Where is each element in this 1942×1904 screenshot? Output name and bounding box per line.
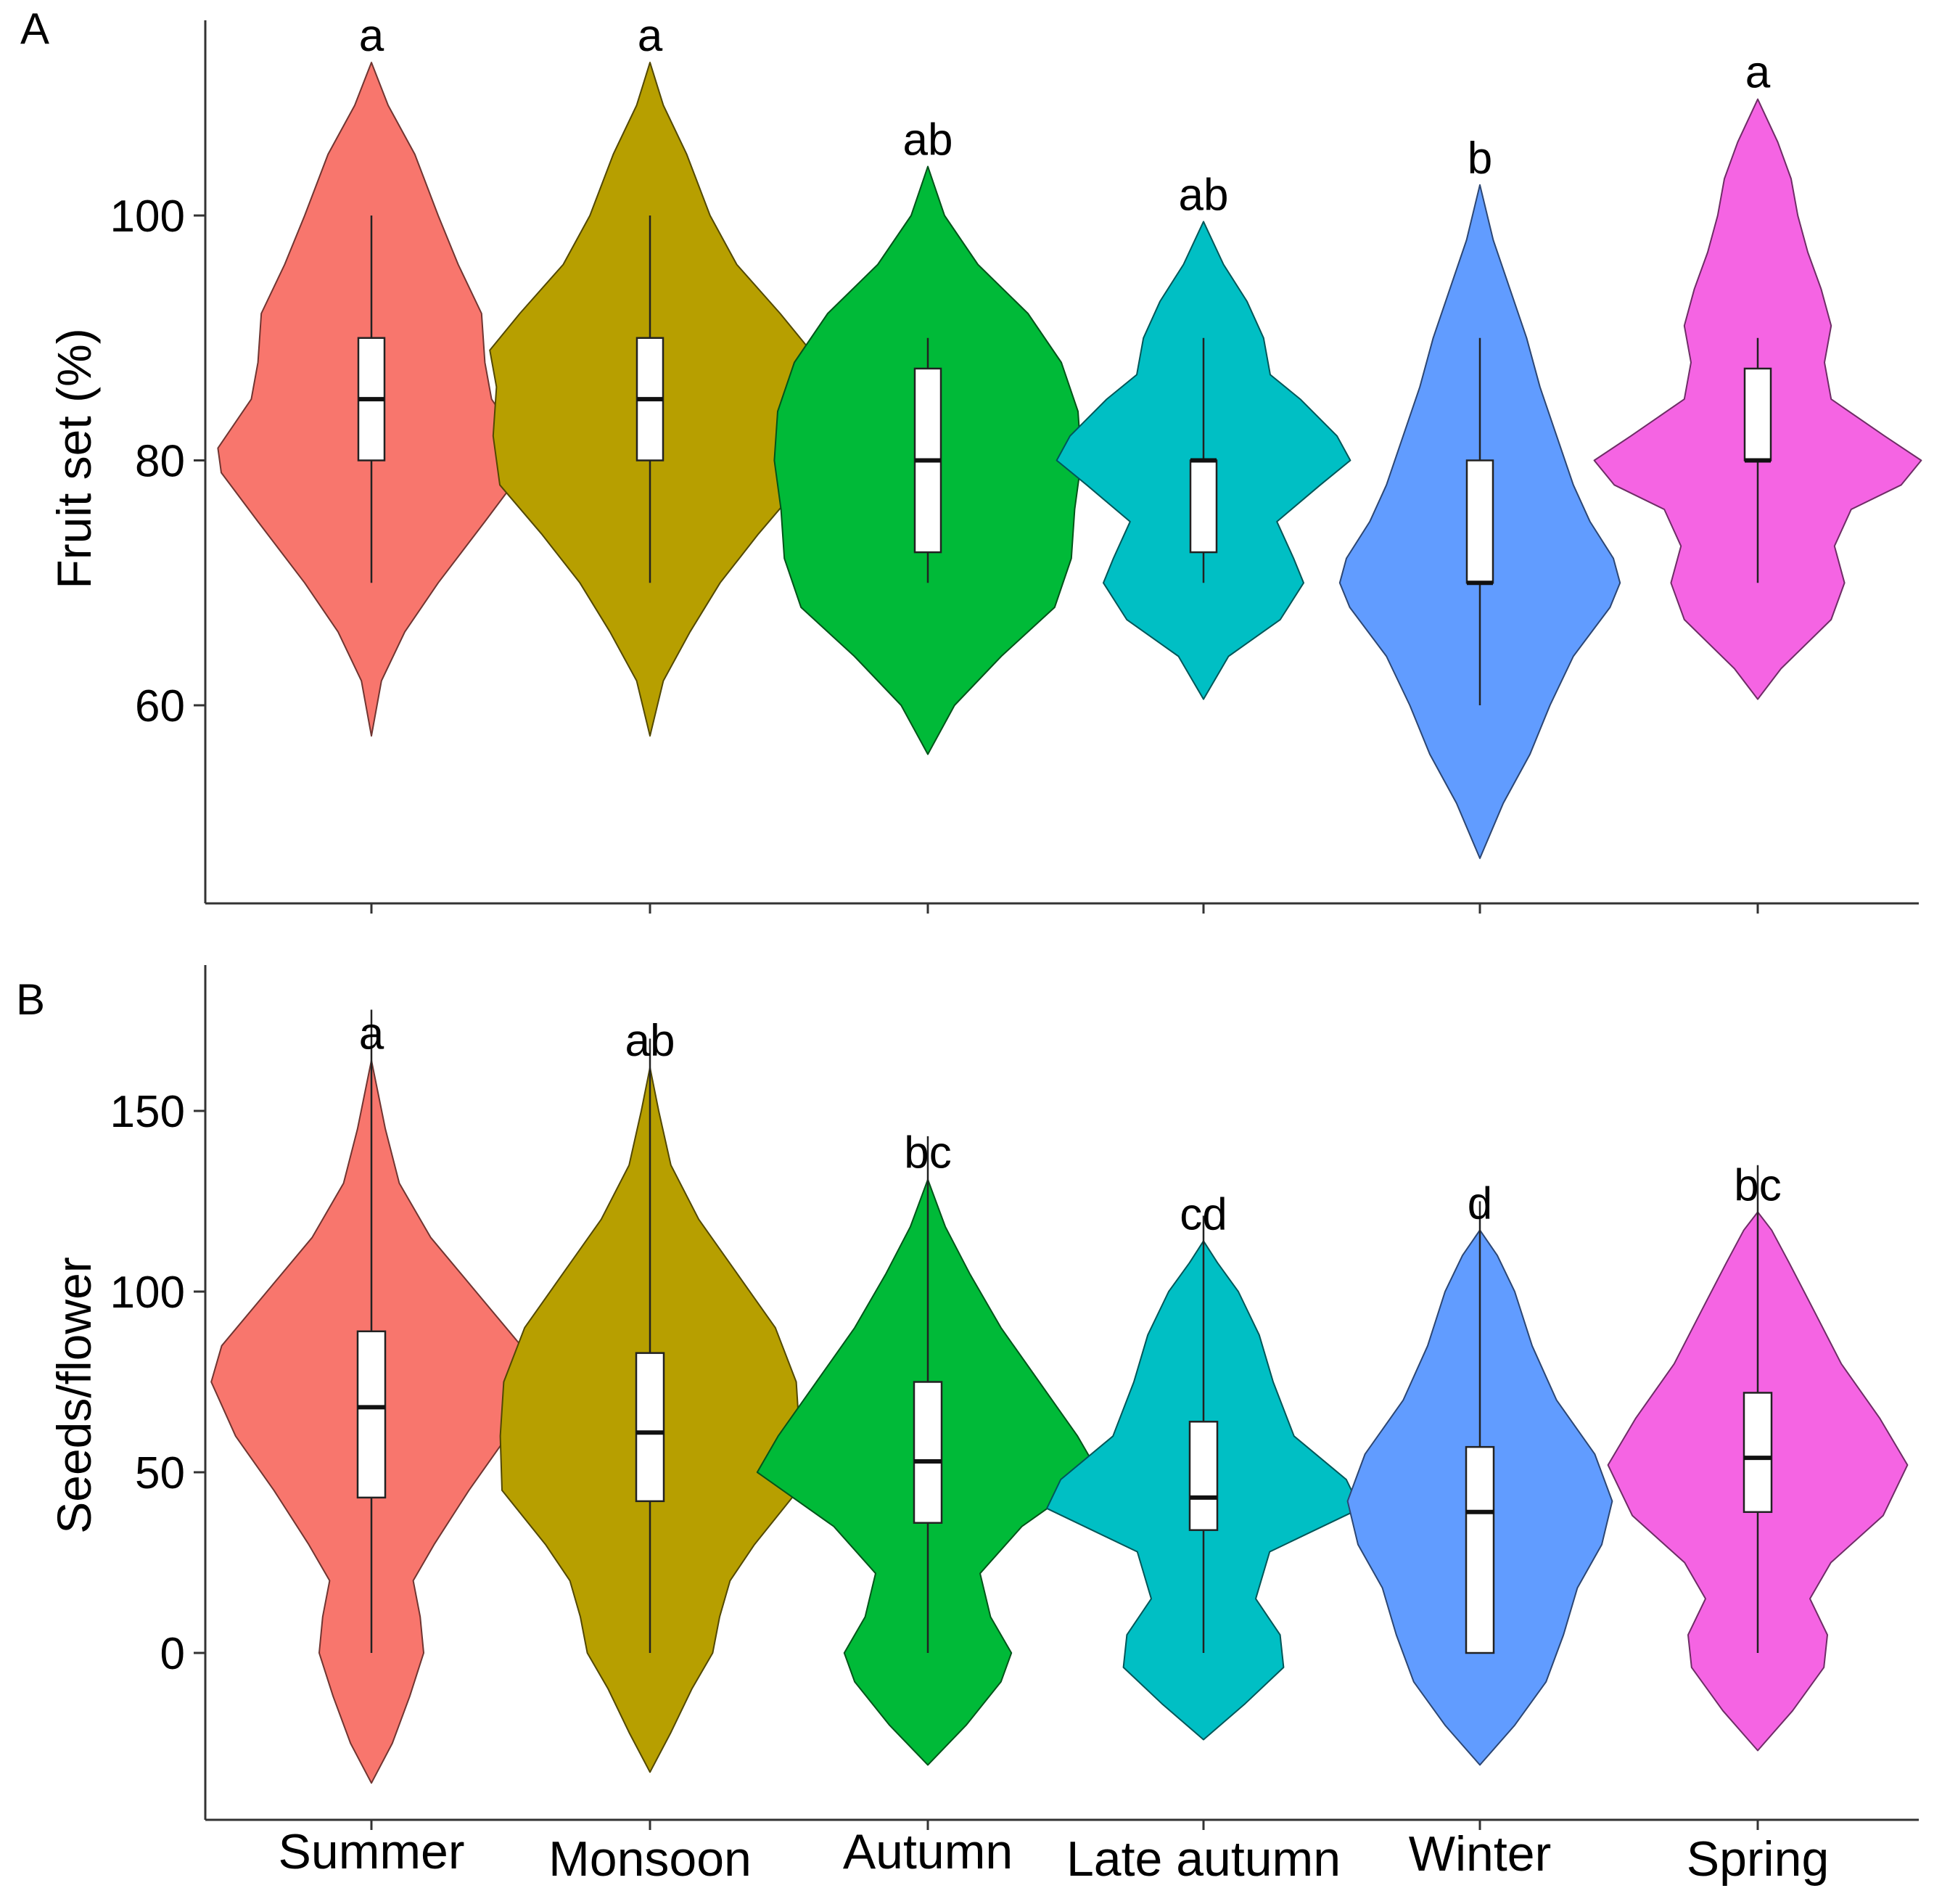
panel-a-significance-spring: a <box>1745 48 1771 98</box>
panel-a-y-tick-label: 60 <box>135 681 185 731</box>
panel-a-letter: A <box>20 4 49 53</box>
x-category-label-late-autumn: Late autumn <box>1066 1831 1341 1887</box>
panel-b-y-tick-label: 0 <box>160 1629 185 1679</box>
panel-b-letter: B <box>16 975 45 1024</box>
panel-a-significance-autumn: ab <box>903 115 953 165</box>
panel-b-significance-late-autumn: cd <box>1180 1189 1227 1239</box>
panel-a-y-tick-label: 80 <box>135 437 185 487</box>
panel-b-significance-summer: a <box>359 1009 384 1059</box>
panel-a-significance-monsoon: a <box>638 11 663 61</box>
panel-a-box-late-autumn <box>1189 459 1218 554</box>
panel-b-significance-autumn: bc <box>904 1128 951 1178</box>
panel-b-box-late-autumn <box>1188 1421 1219 1531</box>
x-category-label-spring: Spring <box>1687 1831 1830 1887</box>
x-category-label-summer: Summer <box>279 1824 465 1879</box>
panel-b-box-monsoon <box>635 1352 665 1503</box>
x-category-label-autumn: Autumn <box>843 1824 1013 1879</box>
panel-b-y-tick-label: 100 <box>110 1268 185 1318</box>
panel-b-significance-spring: bc <box>1734 1160 1781 1210</box>
panel-b-box-autumn <box>913 1381 943 1524</box>
panel-a-y-axis-title: Fruit set (%) <box>47 328 101 588</box>
panel-b-y-tick-label: 50 <box>135 1448 185 1498</box>
panel-b-significance-monsoon: ab <box>625 1016 675 1066</box>
panel-b-significance-winter: d <box>1468 1178 1492 1228</box>
panel-a-y-tick-label: 100 <box>110 192 185 242</box>
panel-a-significance-winter: b <box>1468 134 1492 184</box>
panel-a-box-winter <box>1465 459 1494 584</box>
panel-b-y-axis-title: Seeds/flower <box>47 1257 101 1534</box>
panel-a-significance-late-autumn: ab <box>1179 170 1229 220</box>
panel-b-box-summer <box>356 1330 387 1499</box>
panel-b-y-tick-label: 150 <box>110 1087 185 1137</box>
panel-a-significance-summer: a <box>359 11 384 61</box>
x-category-label-monsoon: Monsoon <box>548 1831 752 1887</box>
panel-b-box-spring <box>1743 1392 1773 1514</box>
panel-b-box-winter <box>1465 1445 1495 1654</box>
panel-a-box-spring <box>1743 367 1772 461</box>
x-category-label-winter: Winter <box>1409 1826 1551 1882</box>
